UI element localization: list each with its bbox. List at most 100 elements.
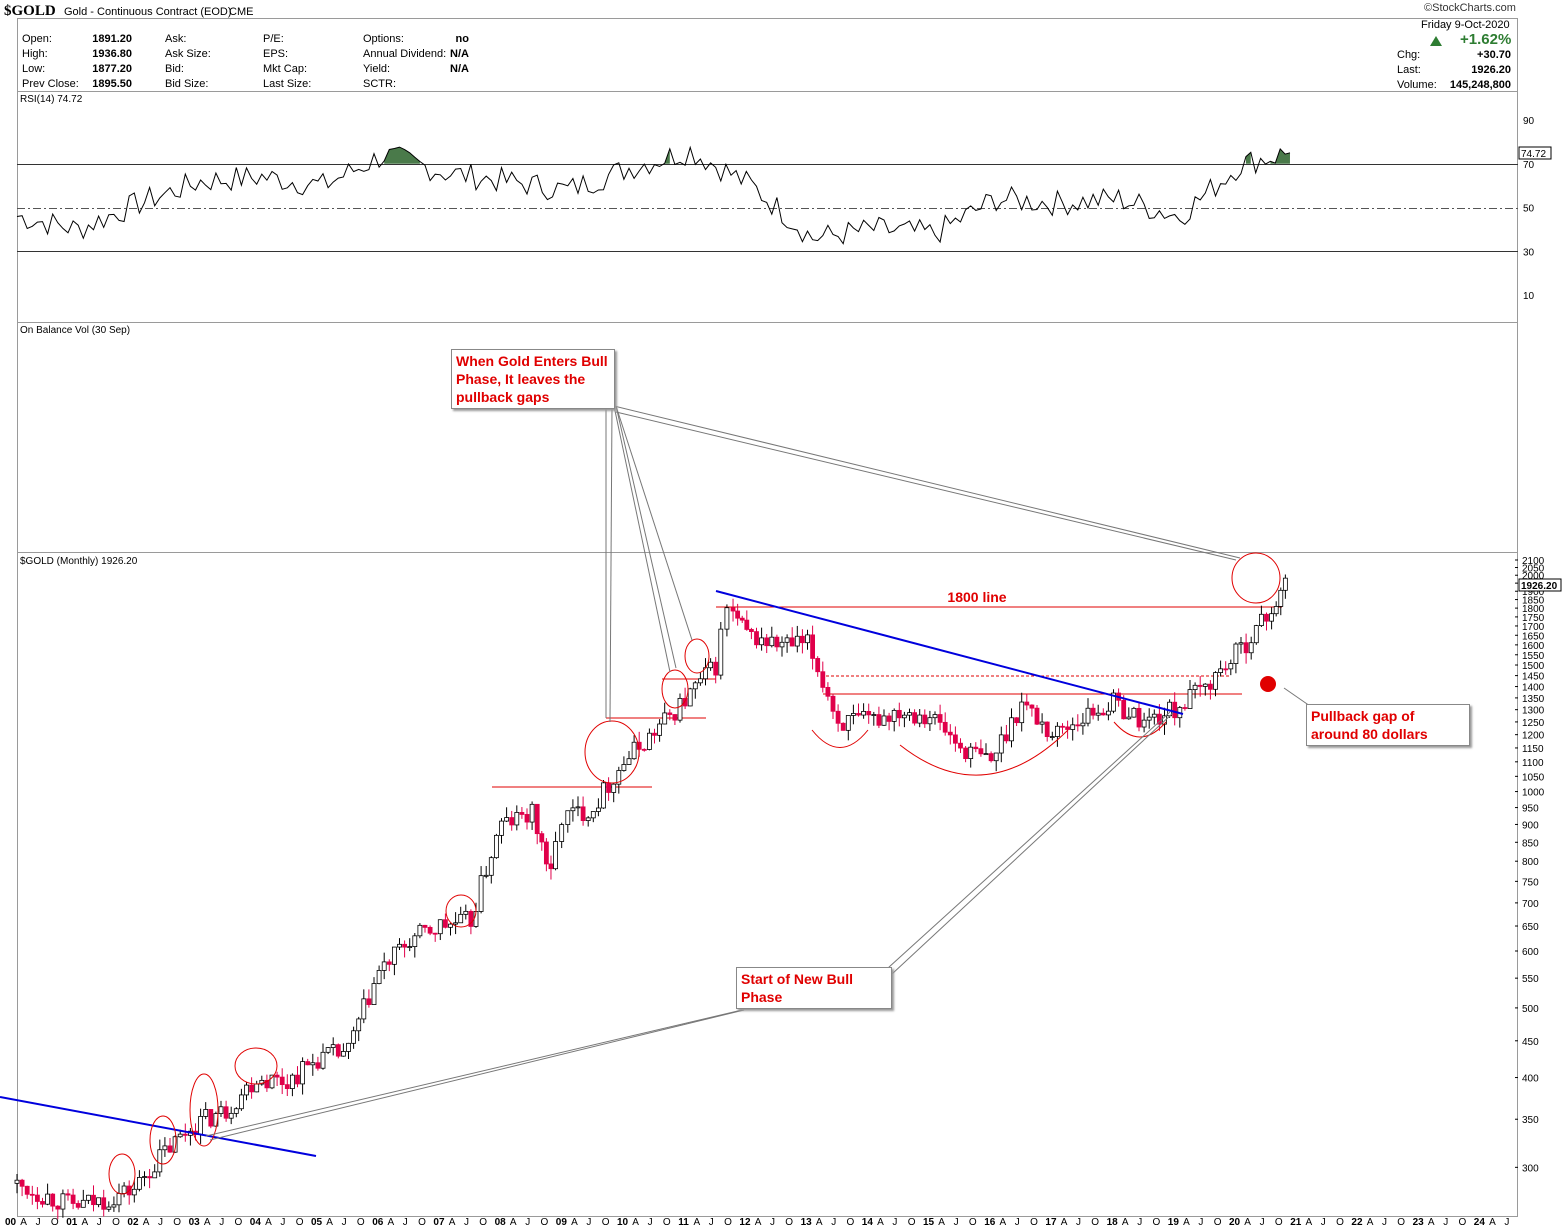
candle — [1192, 682, 1198, 699]
candle-body — [228, 1112, 234, 1119]
candle-body — [1029, 704, 1035, 709]
candle-body — [1080, 722, 1086, 727]
candle — [973, 742, 979, 753]
candle — [1172, 692, 1178, 726]
candle — [611, 783, 617, 803]
dividend-label: Annual Dividend: — [363, 48, 447, 60]
candle — [575, 796, 581, 817]
candle-body — [917, 714, 923, 724]
rsi-overbought-area — [384, 147, 420, 164]
price-x-tick-label: J — [158, 1217, 163, 1228]
candle-body — [458, 913, 464, 924]
candle-body — [626, 758, 632, 765]
candle-body — [162, 1145, 168, 1151]
candle — [1065, 720, 1070, 739]
candle — [998, 726, 1004, 763]
prev-close-value: 1895.50 — [92, 78, 132, 90]
candle — [682, 687, 688, 710]
candle — [713, 656, 719, 684]
candle — [407, 938, 413, 952]
candle-body — [947, 731, 953, 736]
candle — [580, 796, 586, 826]
candle-body — [65, 1193, 71, 1196]
candle — [968, 743, 974, 768]
ask-size-label: Ask Size: — [165, 48, 211, 60]
price-tick-label: 1300 — [1522, 706, 1545, 717]
candle-body — [1131, 707, 1137, 718]
candle-body — [106, 1206, 112, 1210]
candle — [1146, 708, 1152, 729]
price-x-tick-label: A — [571, 1217, 578, 1228]
price-tick-label: 500 — [1522, 1004, 1539, 1015]
candle-body — [539, 833, 545, 843]
candle-body — [86, 1194, 91, 1201]
candle-body — [1065, 726, 1070, 730]
pointer-2020b — [613, 405, 1241, 559]
candle-body — [1070, 724, 1076, 730]
price-pane-label: $GOLD (Monthly) 1926.20 — [20, 556, 138, 567]
candle — [835, 704, 841, 732]
candle — [422, 924, 428, 933]
candle — [621, 756, 627, 772]
pointer-2011b — [615, 405, 677, 669]
price-x-axis: 00 A J O 01 A J O 02 A J O 03 A J O 04 A J O 05 A J O 06 A J O 07 A J O… — [5, 1217, 1509, 1228]
price-x-tick-label: J — [1382, 1217, 1387, 1228]
price-x-tick-label: J — [1076, 1217, 1081, 1228]
candle-body — [876, 714, 882, 726]
candle — [978, 739, 984, 757]
candle-body — [376, 970, 382, 984]
candle-body — [1151, 713, 1157, 718]
candle-body — [233, 1108, 239, 1114]
candle-body — [300, 1061, 306, 1085]
candle — [631, 735, 637, 760]
candle-body — [259, 1079, 265, 1085]
price-x-tick-label: 18 — [1107, 1217, 1119, 1228]
candle — [514, 805, 520, 831]
candle — [320, 1043, 326, 1070]
candle-body — [927, 717, 933, 725]
price-x-tick-label: A — [1428, 1217, 1435, 1228]
candle — [1019, 692, 1025, 732]
price-tick-label: 900 — [1522, 820, 1539, 831]
rsi-value-tag — [1518, 146, 1552, 160]
candle-body — [279, 1076, 285, 1086]
candle-body — [856, 713, 861, 716]
exchange-label: CME — [229, 6, 254, 18]
candle — [142, 1171, 147, 1187]
candle-body — [1238, 642, 1244, 645]
candle-body — [647, 732, 652, 750]
candle — [815, 656, 821, 677]
bull-phase-note: When Gold Enters Bull Phase, It leaves t… — [451, 349, 615, 409]
candle — [534, 803, 540, 845]
price-tick-label: 2100 — [1522, 556, 1545, 567]
price-x-tick-label: A — [877, 1217, 884, 1228]
candle-body — [70, 1194, 76, 1204]
options-label: Options: — [363, 33, 404, 45]
candle-body — [784, 637, 790, 643]
candle-body — [840, 722, 846, 731]
price-x-tick-label: J — [954, 1217, 959, 1228]
candle-body — [570, 807, 576, 812]
candle — [1213, 671, 1218, 697]
price-tick-label: 350 — [1522, 1115, 1539, 1126]
candle-body — [902, 714, 907, 719]
candle-body — [682, 697, 688, 707]
candle — [1111, 689, 1116, 714]
candle-body — [136, 1177, 142, 1190]
candle-body — [80, 1199, 86, 1208]
candle-body — [1060, 725, 1065, 728]
candle — [692, 680, 698, 699]
price-x-tick-label: 23 — [1413, 1217, 1425, 1228]
candle — [203, 1102, 209, 1120]
price-x-tick-label: 16 — [984, 1217, 996, 1228]
candle-body — [692, 682, 698, 690]
candle — [1218, 660, 1223, 677]
candle — [524, 808, 530, 830]
rsi-tick-label: 10 — [1523, 291, 1535, 302]
candle — [300, 1057, 306, 1095]
candle-body — [483, 874, 489, 877]
candle-body — [1009, 717, 1014, 742]
candle — [861, 703, 866, 719]
candle — [259, 1075, 265, 1086]
candle — [279, 1068, 285, 1095]
